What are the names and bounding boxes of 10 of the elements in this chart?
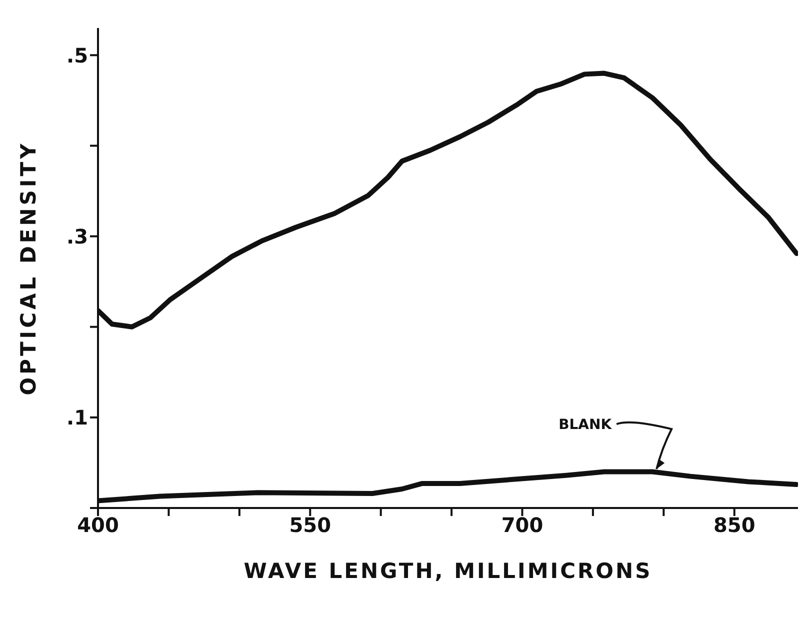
y-tick-label: .3 [66,224,88,248]
annotation: BLANK [558,417,613,434]
x-tick-label: 400 [77,513,119,538]
y-tick-label: .1 [66,406,88,430]
y-tick-label: .5 [66,43,88,68]
y-axis-title: OPTICAL DENSITY [16,140,40,396]
x-tick-label: 550 [289,513,331,538]
x-tick-label: 700 [501,513,544,538]
x-axis-title: WAVE LENGTH, MILLIMICRONS [244,559,652,583]
x-tick-label: 850 [713,513,756,538]
